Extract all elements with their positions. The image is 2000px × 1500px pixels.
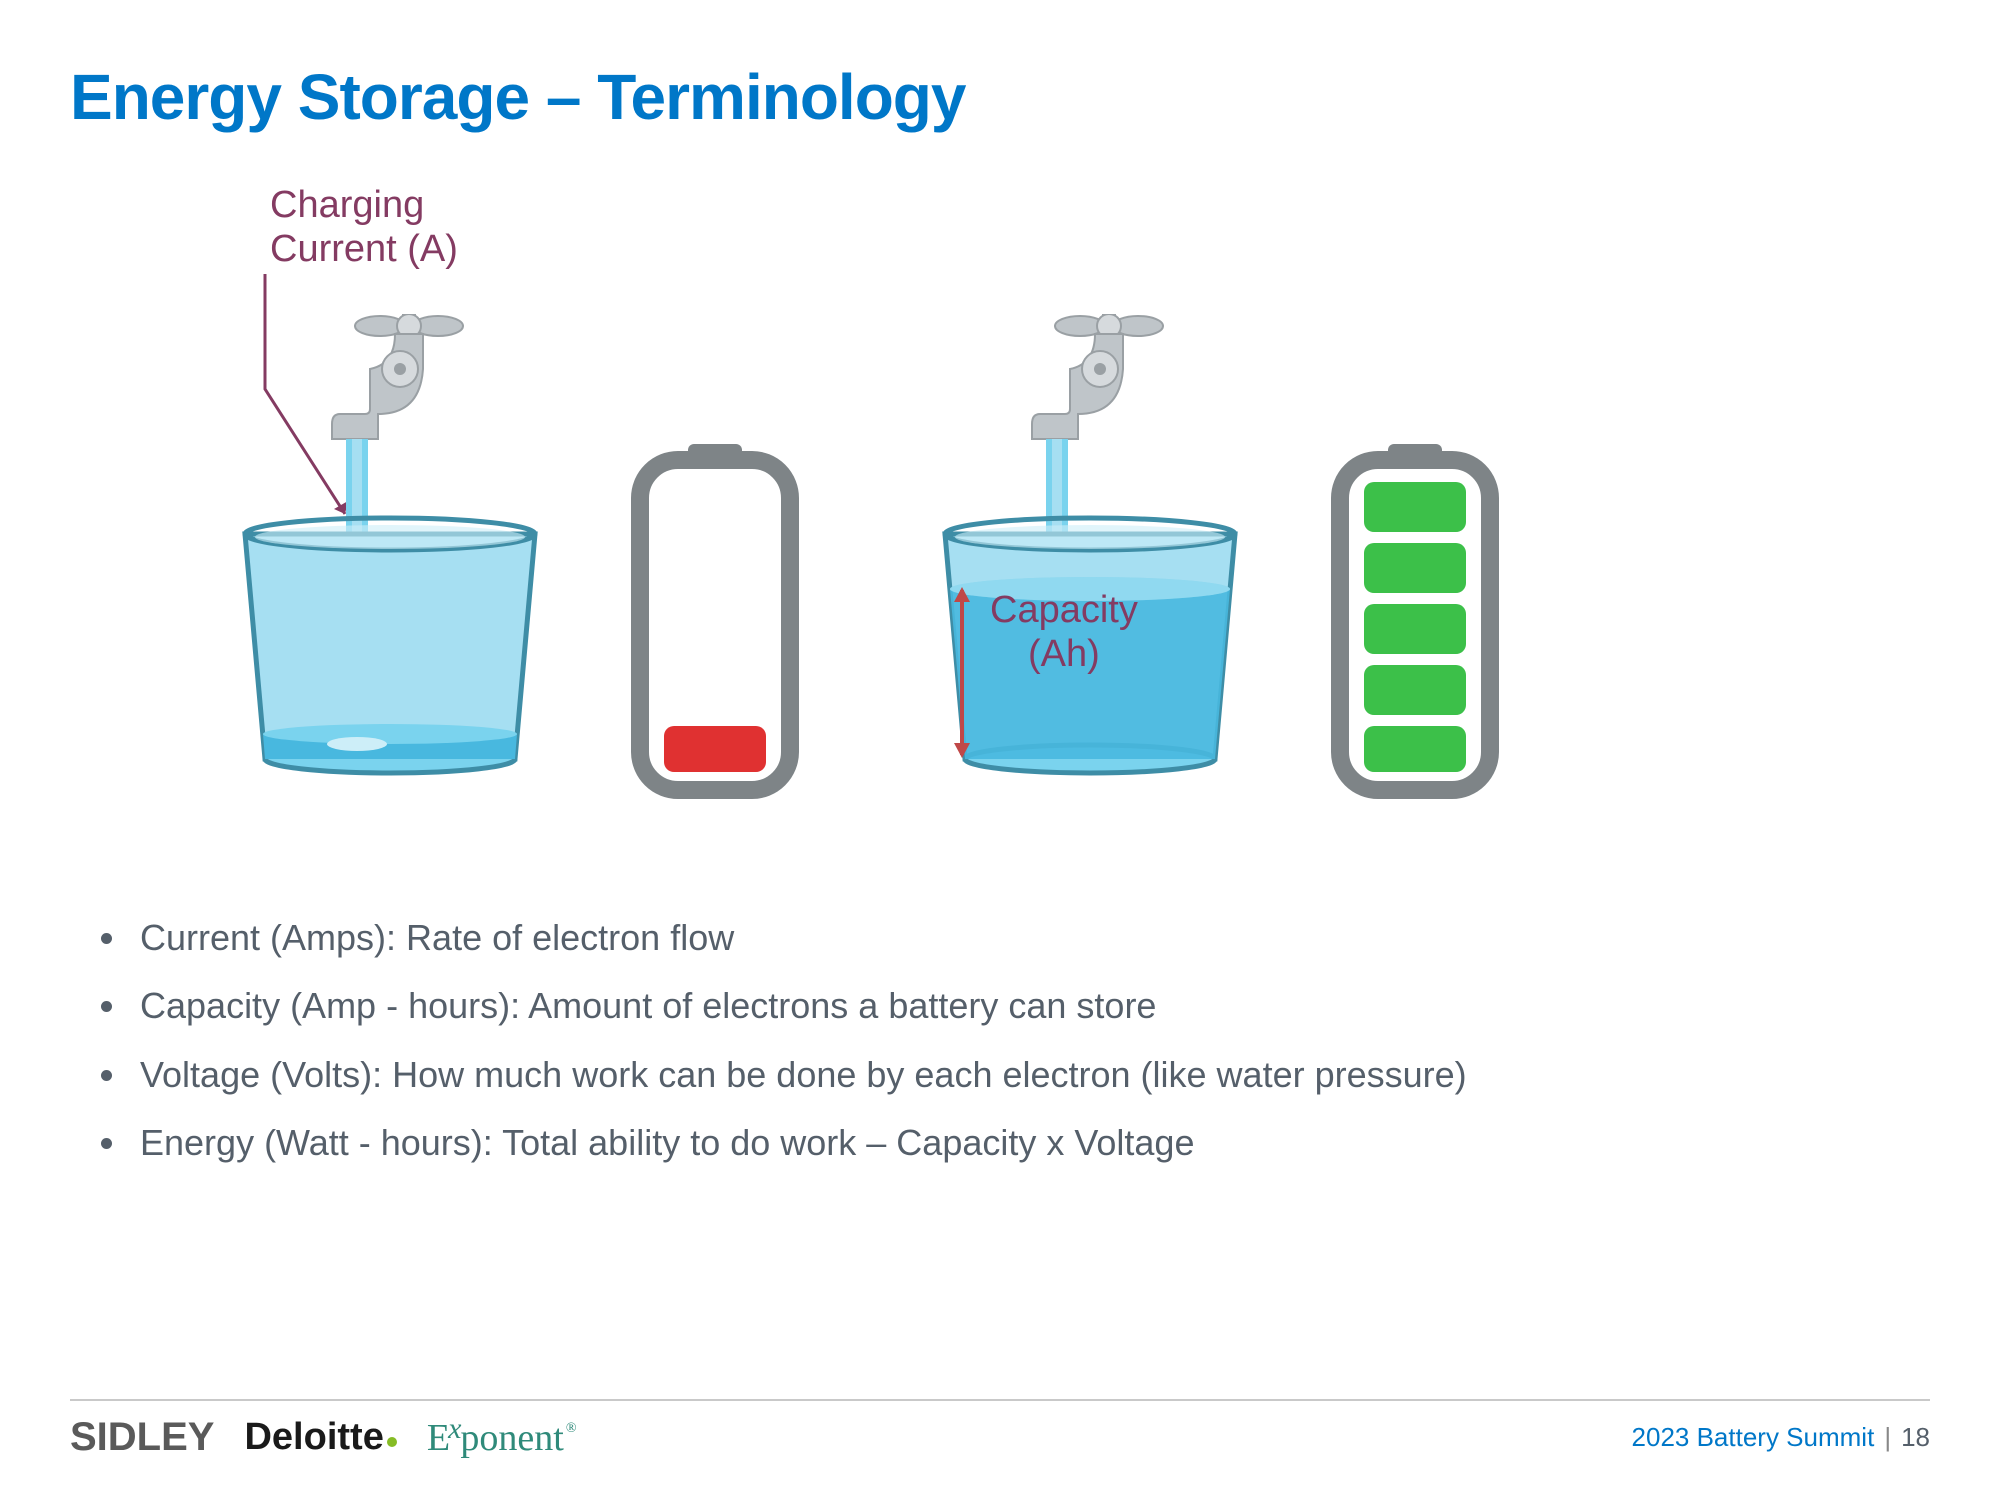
page-separator: | (1884, 1422, 1891, 1453)
capacity-label-line2: (Ah) (1028, 633, 1100, 675)
bullet-item: Capacity (Amp - hours): Amount of electr… (130, 972, 1930, 1040)
bucket-full-group (940, 314, 1290, 789)
footer-right: 2023 Battery Summit | 18 (1632, 1422, 1930, 1453)
diagram-area: Charging Current (A) (70, 184, 1930, 804)
bullet-list: Current (Amps): Rate of electron flow Ca… (70, 904, 1930, 1178)
bullet-item: Current (Amps): Rate of electron flow (130, 904, 1930, 972)
slide-footer: SIDLEY Deloitte Exponent® 2023 Battery S… (70, 1399, 1930, 1460)
registered-icon: ® (566, 1421, 577, 1437)
battery-full-group (1330, 444, 1500, 809)
charging-label-line2: Current (A) (270, 228, 458, 270)
battery-low-icon (630, 444, 800, 804)
sidley-logo: SIDLEY (70, 1415, 214, 1460)
charging-current-label: Charging Current (A) (270, 184, 458, 271)
exponent-e: E (427, 1416, 450, 1460)
battery-low-group (630, 444, 800, 809)
exponent-x: x (448, 1412, 461, 1446)
faucet-bucket-full-icon (940, 314, 1290, 784)
slide-title: Energy Storage – Terminology (70, 60, 1930, 134)
battery-full-icon (1330, 444, 1500, 804)
event-name: 2023 Battery Summit (1632, 1422, 1875, 1453)
exponent-logo: Exponent® (427, 1416, 577, 1460)
charging-label-line1: Charging (270, 184, 424, 226)
deloitte-text: Deloitte (244, 1416, 383, 1459)
capacity-label: Capacity (Ah) (990, 589, 1138, 676)
bucket-empty-group (240, 314, 590, 789)
exponent-rest: ponent (460, 1416, 563, 1460)
bullet-item: Energy (Watt - hours): Total ability to … (130, 1109, 1930, 1177)
page-number: 18 (1901, 1422, 1930, 1453)
capacity-label-line1: Capacity (990, 589, 1138, 631)
faucet-bucket-empty-icon (240, 314, 590, 784)
bullet-item: Voltage (Volts): How much work can be do… (130, 1041, 1930, 1109)
deloitte-logo: Deloitte (244, 1416, 396, 1459)
deloitte-dot-icon (387, 1437, 397, 1447)
